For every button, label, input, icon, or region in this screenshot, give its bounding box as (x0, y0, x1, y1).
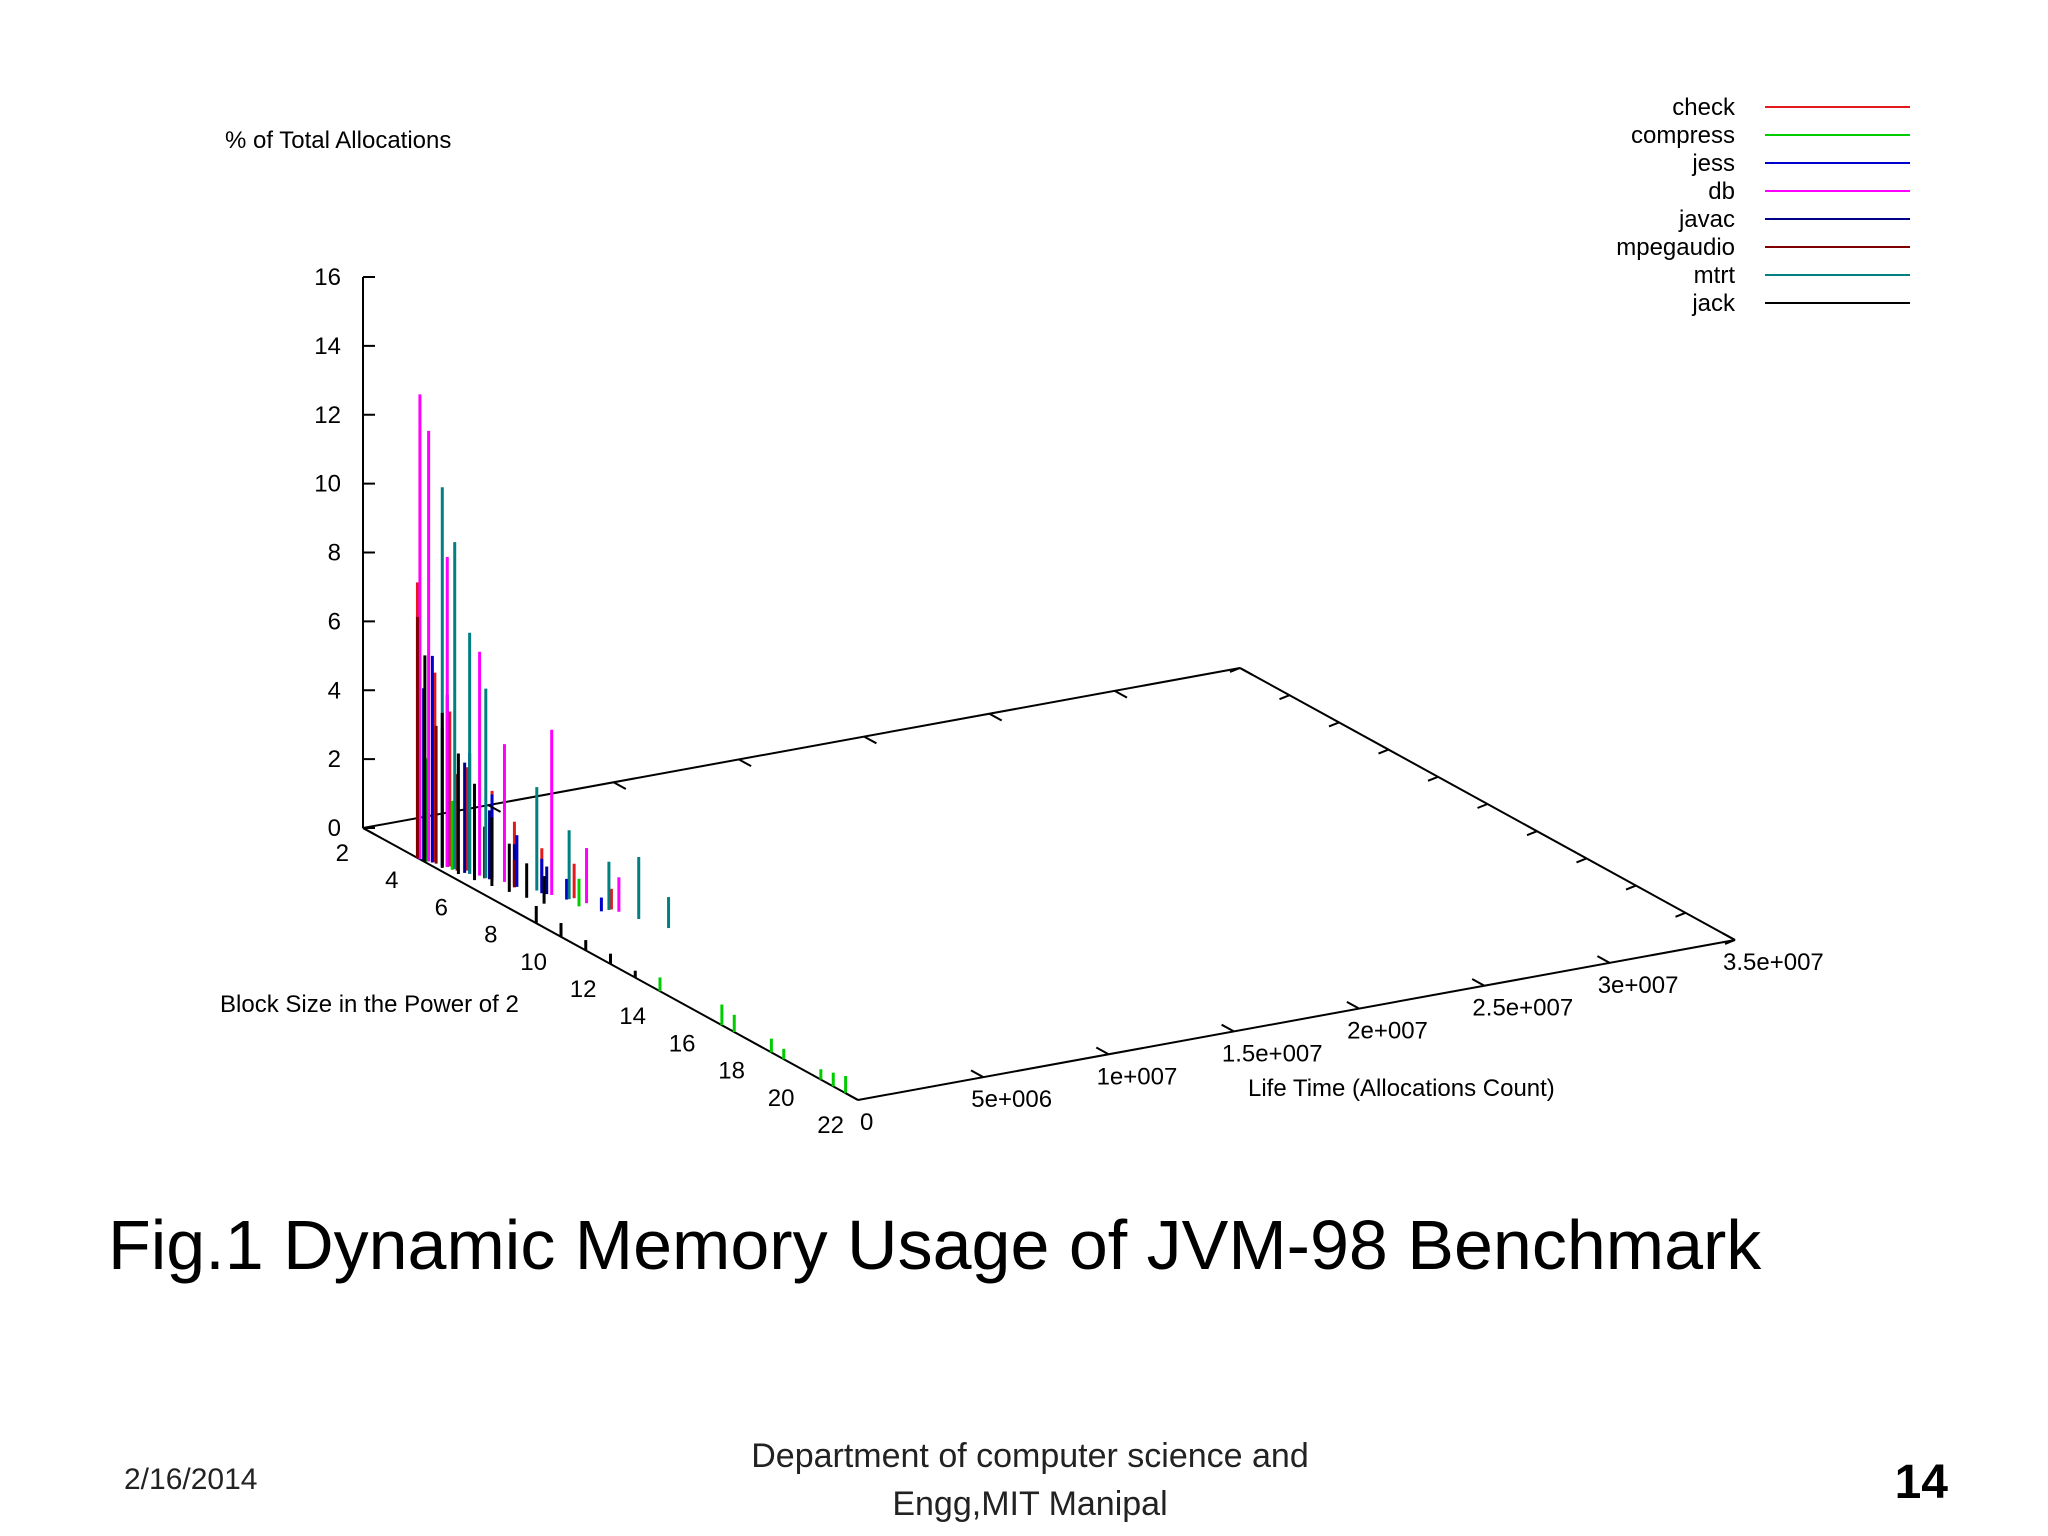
z-tick-mark (1471, 978, 1485, 987)
x-tick-mark-back (1625, 884, 1637, 891)
y-tick-label: 6 (328, 608, 341, 635)
x-tick-mark-back (1675, 911, 1686, 918)
y-tick-label: 4 (328, 677, 341, 704)
y-tick-label: 2 (328, 746, 341, 773)
x-tick-label: 22 (817, 1112, 844, 1139)
x-tick-mark-back (1477, 803, 1488, 809)
z-tick-mark (1095, 1046, 1110, 1056)
legend-label-jack: jack (1691, 290, 1736, 317)
legend-label-javac: javac (1678, 206, 1735, 233)
x-tick-label: 14 (619, 1003, 646, 1030)
z-tick-mark (1346, 1000, 1360, 1010)
x-tick-mark-back (1526, 830, 1538, 837)
legend-label-compress: compress (1631, 122, 1735, 149)
z-tick-mark-back (362, 827, 376, 836)
legend-label-db: db (1708, 178, 1735, 205)
z-tick-mark (845, 1092, 859, 1101)
y-tick-label: 0 (328, 815, 341, 842)
x-tick-label: 18 (718, 1058, 745, 1085)
page-number: 14 (1894, 1456, 1948, 1509)
figure-caption: Fig.1 Dynamic Memory Usage of JVM-98 Ben… (108, 1206, 1762, 1284)
z-axis-line (857, 939, 1736, 1101)
z-tick-mark (1722, 932, 1736, 941)
z-tick-mark-back (487, 804, 502, 813)
legend-label-mtrt: mtrt (1694, 262, 1736, 289)
z-tick-label: 1e+007 (1097, 1063, 1178, 1090)
chart-legend: checkcompressjessdbjavacmpegaudiomtrtjac… (1616, 94, 1910, 317)
z-tick-label: 2e+007 (1347, 1018, 1428, 1045)
back-edge-left (362, 667, 1241, 829)
z-tick-label: 2.5e+007 (1472, 995, 1573, 1022)
z-tick-label: 3.5e+007 (1723, 949, 1824, 976)
x-tick-label: 10 (520, 949, 547, 976)
z-axis-label: Life Time (Allocations Count) (1248, 1075, 1555, 1102)
legend-label-jess: jess (1691, 150, 1735, 177)
x-tick-mark-back (1328, 721, 1340, 728)
z-tick-mark (970, 1069, 984, 1079)
chart-bars (415, 394, 848, 1094)
x-tick-label: 16 (669, 1030, 696, 1057)
z-tick-mark-back (988, 712, 1003, 722)
z-tick-mark (1221, 1023, 1235, 1033)
x-tick-mark-back (1724, 939, 1736, 945)
legend-label-check: check (1672, 94, 1736, 121)
x-tick-label: 4 (385, 867, 398, 894)
x-tick-mark-back (1378, 748, 1389, 755)
x-tick-label: 2 (336, 840, 349, 867)
y-axis-label: % of Total Allocations (225, 127, 451, 154)
z-tick-mark (1596, 955, 1611, 964)
x-tick-mark-back (1427, 775, 1439, 782)
z-tick-mark-back (863, 735, 877, 745)
x-tick-label: 12 (570, 976, 597, 1003)
z-tick-label: 5e+006 (971, 1086, 1052, 1113)
z-tick-mark-back (1114, 689, 1128, 699)
legend-label-mpegaudio: mpegaudio (1616, 234, 1735, 261)
z-tick-label: 1.5e+007 (1222, 1040, 1323, 1067)
z-tick-label: 3e+007 (1598, 972, 1679, 999)
y-tick-label: 12 (314, 402, 341, 429)
y-tick-label: 16 (314, 264, 341, 291)
y-tick-label: 14 (314, 333, 341, 360)
x-tick-mark-back (1229, 667, 1241, 673)
footer-department-line2: Engg,MIT Manipal (892, 1485, 1168, 1523)
x-axis-label: Block Size in the Power of 2 (220, 991, 519, 1018)
x-tick-label: 6 (435, 894, 448, 921)
footer-department: Department of computer science and Engg,… (620, 1432, 1440, 1528)
z-tick-mark-back (738, 758, 752, 768)
footer-department-line1: Department of computer science and (751, 1437, 1309, 1475)
x-tick-mark-back (1279, 694, 1290, 701)
z-tick-mark-back (1239, 667, 1253, 676)
chart-frame (362, 277, 1736, 1101)
x-tick-mark-back (1576, 857, 1587, 864)
z-tick-mark-back (613, 781, 627, 790)
footer-date: 2/16/2014 (124, 1463, 258, 1496)
z-tick-label: 0 (860, 1109, 873, 1136)
y-tick-label: 8 (328, 540, 341, 567)
y-tick-label: 10 (314, 471, 341, 498)
x-tick-label: 8 (484, 922, 497, 949)
x-tick-label: 20 (768, 1085, 795, 1112)
